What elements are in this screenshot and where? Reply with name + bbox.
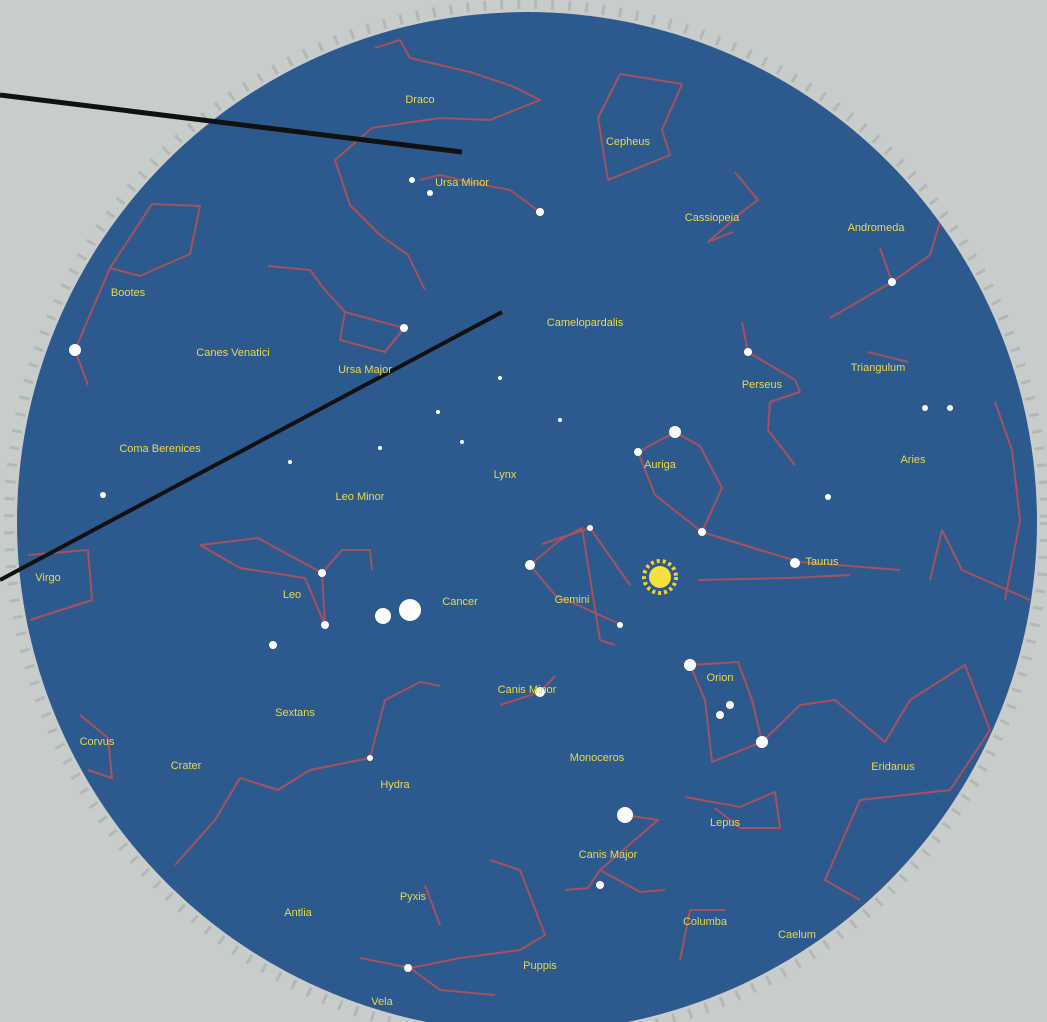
constellation-label: Andromeda (848, 222, 906, 234)
constellation-label: Sextans (275, 707, 315, 719)
constellation-label: Lepus (710, 817, 740, 829)
constellation-label: Lynx (494, 469, 517, 481)
constellation-label: Gemini (555, 594, 590, 606)
constellation-label: Perseus (742, 379, 783, 391)
constellation-label: Draco (405, 94, 434, 106)
constellation-label: Canis Minor (498, 684, 557, 696)
constellation-label: Virgo (35, 572, 60, 584)
constellation-label: Aries (900, 454, 926, 466)
constellation-label: Cassiopeia (685, 212, 740, 224)
constellation-label: Triangulum (851, 362, 906, 374)
constellation-label: Ursa Minor (435, 177, 489, 189)
sun (642, 559, 678, 595)
constellation-labels: Draco Cepheus Ursa Minor Cassiopeia Andr… (35, 94, 926, 1008)
constellation-label: Crater (171, 760, 202, 772)
constellation-label: Pyxis (400, 891, 427, 903)
constellation-label: Caelum (778, 929, 816, 941)
constellation-label: Coma Berenices (119, 443, 201, 455)
constellation-label: Canis Major (579, 849, 638, 861)
constellation-label: Columba (683, 916, 728, 928)
constellation-label: Leo (283, 589, 301, 601)
constellation-label: Cepheus (606, 136, 651, 148)
pointer-lines (0, 92, 503, 582)
constellation-label: Corvus (80, 736, 115, 748)
stars (69, 177, 953, 972)
constellation-label: Cancer (442, 596, 478, 608)
constellation-label: Leo Minor (336, 491, 385, 503)
dial-ring (4, 0, 1047, 1022)
constellation-label: Antlia (284, 907, 312, 919)
constellation-label: Monoceros (570, 752, 625, 764)
constellation-label: Camelopardalis (547, 317, 624, 329)
constellation-label: Orion (707, 672, 734, 684)
constellation-label: Bootes (111, 287, 146, 299)
constellation-label: Hydra (380, 779, 410, 791)
constellation-label: Auriga (644, 459, 677, 471)
constellation-label: Taurus (805, 556, 839, 568)
constellation-label: Vela (371, 996, 393, 1008)
sky-disc (17, 12, 1037, 1022)
constellation-label: Ursa Major (338, 364, 392, 376)
constellation-label: Puppis (523, 960, 557, 972)
constellation-label: Canes Venatici (196, 347, 269, 359)
constellation-label: Eridanus (871, 761, 915, 773)
